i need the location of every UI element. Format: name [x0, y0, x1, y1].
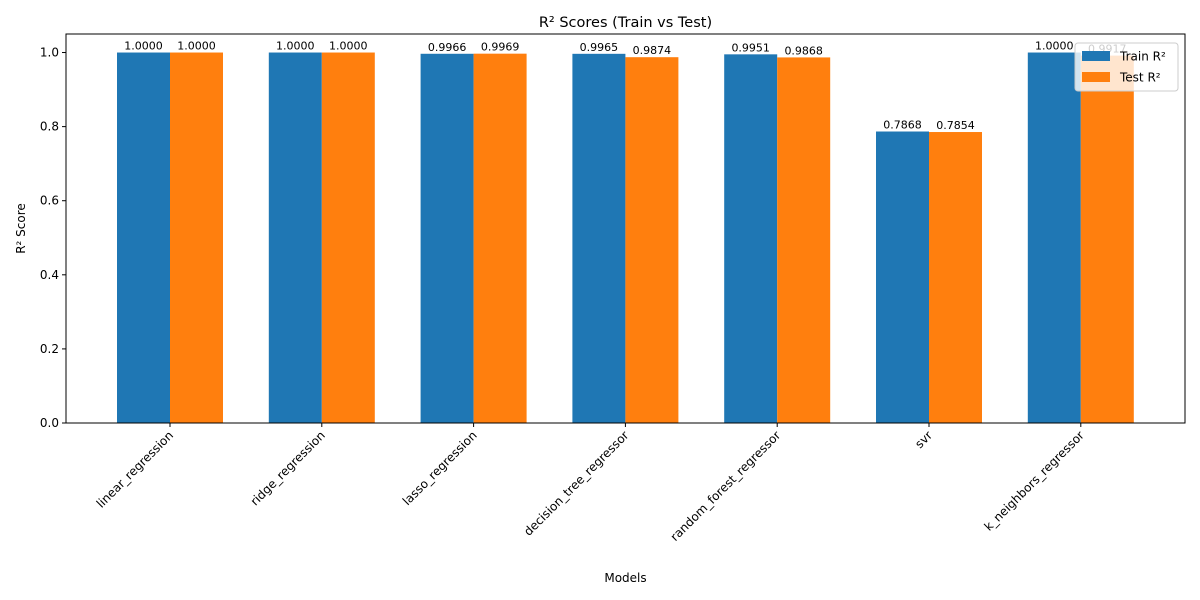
test-value-label: 0.7854: [936, 119, 975, 132]
x-axis-label: Models: [604, 571, 646, 585]
train-bar: [268, 52, 322, 424]
test-value-label: 1.0000: [177, 40, 216, 53]
legend-entry-label: Test R²: [1119, 71, 1161, 85]
test-bar: [1080, 55, 1134, 424]
test-bar: [777, 57, 831, 424]
test-bar: [473, 53, 527, 423]
test-bar: [625, 57, 679, 424]
train-value-label: 0.9951: [731, 41, 770, 54]
train-value-label: 0.7868: [883, 119, 922, 132]
legend: Train R² Test R²: [1074, 42, 1179, 92]
train-bar: [117, 52, 170, 424]
y-tick-label: 0.2: [40, 342, 59, 356]
train-bar: [724, 54, 778, 423]
legend-swatch: [1082, 51, 1110, 61]
test-value-label: 0.9969: [481, 41, 520, 54]
train-value-label: 0.9965: [580, 41, 619, 54]
test-value-label: 0.9874: [633, 44, 672, 57]
y-tick-label: 0.6: [40, 194, 59, 208]
test-value-label: 0.9868: [784, 44, 823, 57]
train-value-label: 1.0000: [276, 40, 315, 53]
test-value-label: 1.0000: [329, 40, 368, 53]
y-axis-label: R² Score: [14, 203, 28, 254]
train-bar: [420, 53, 474, 424]
bars-layer: [117, 52, 1134, 424]
train-bar: [1027, 52, 1081, 424]
y-tick-label: 1.0: [40, 46, 59, 60]
legend-entry-label: Train R²: [1119, 50, 1166, 64]
plot-area-frame: [65, 33, 1186, 424]
y-tick-label: 0.4: [40, 268, 59, 282]
test-bar: [321, 52, 375, 424]
test-bar: [170, 52, 223, 424]
train-value-label: 1.0000: [124, 40, 163, 53]
train-value-label: 0.9966: [428, 41, 467, 54]
train-value-label: 1.0000: [1035, 40, 1074, 53]
y-tick-label: 0.0: [40, 416, 59, 430]
train-bar: [876, 131, 929, 423]
test-bar: [929, 132, 982, 423]
chart-title: R² Scores (Train vs Test): [539, 15, 712, 31]
legend-swatch: [1082, 72, 1110, 82]
y-tick-label: 0.8: [40, 120, 59, 134]
train-bar: [572, 53, 626, 424]
